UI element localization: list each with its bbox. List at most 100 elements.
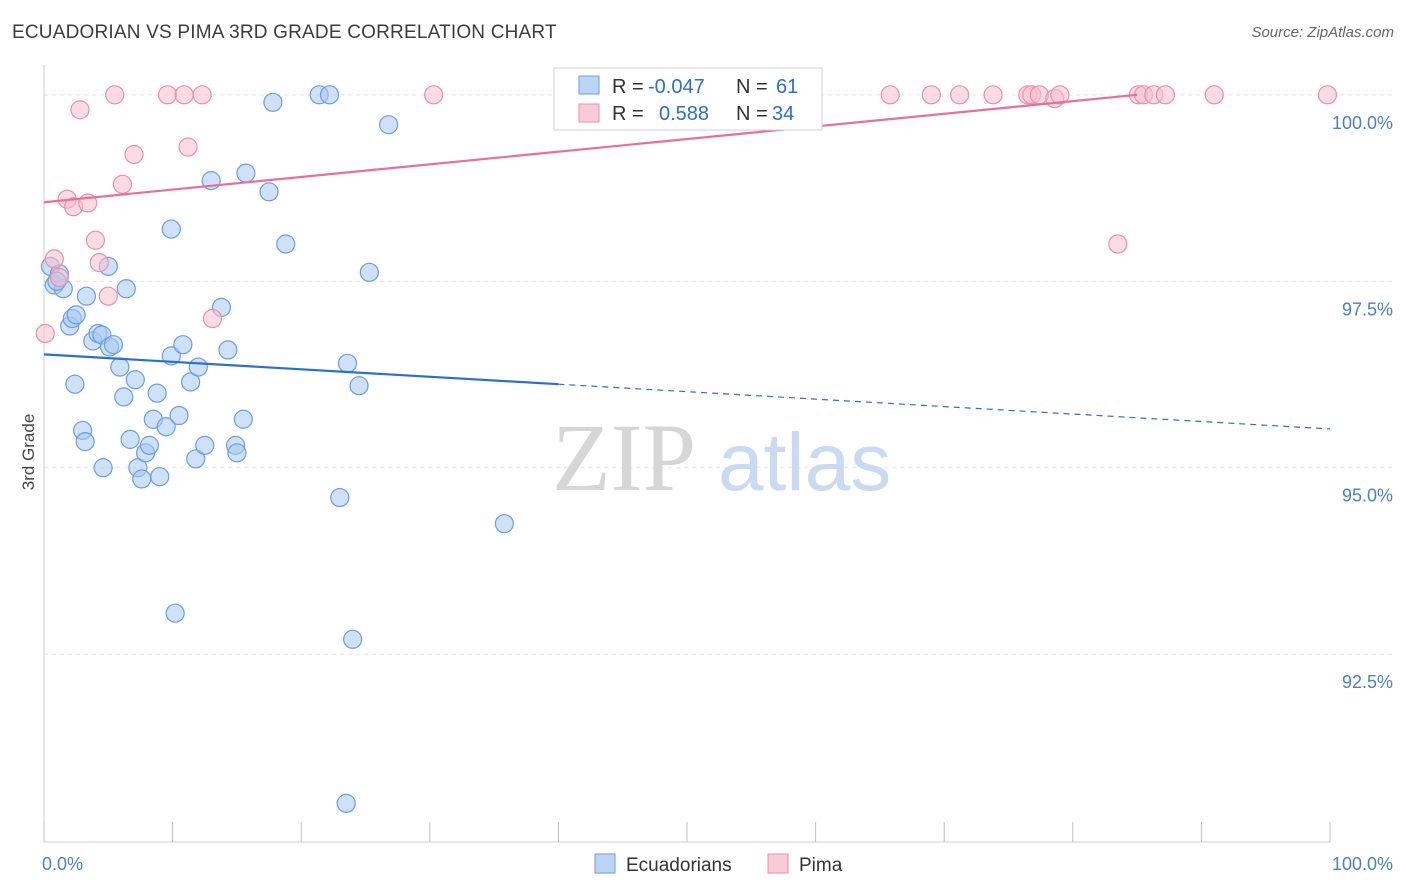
point-ecuadorians-8 bbox=[76, 286, 97, 306]
point-pima-14 bbox=[174, 85, 194, 105]
point-ecuadorians-32 bbox=[165, 603, 185, 623]
point-pima-34 bbox=[1317, 85, 1338, 105]
point-ecuadorians-20 bbox=[116, 279, 136, 299]
trend-line-pima bbox=[43, 93, 1138, 204]
legend-label-ecuadorians: Ecuadorians bbox=[626, 855, 732, 876]
trend-line-ecuadorians bbox=[43, 353, 559, 386]
point-pima-1 bbox=[44, 249, 64, 269]
point-ecuadorians-10 bbox=[75, 432, 95, 452]
point-ecuadorians-49 bbox=[319, 85, 340, 105]
point-pima-8 bbox=[89, 253, 109, 273]
point-pima-11 bbox=[112, 174, 133, 194]
stats-r-label-1: R = bbox=[612, 76, 644, 98]
point-ecuadorians-38 bbox=[195, 435, 215, 455]
point-ecuadorians-30 bbox=[156, 417, 176, 437]
point-ecuadorians-15 bbox=[103, 335, 124, 355]
point-pima-27 bbox=[1050, 85, 1070, 105]
legend-swatch-pima bbox=[767, 853, 789, 874]
point-pima-5 bbox=[70, 100, 90, 120]
point-pima-33 bbox=[1204, 85, 1224, 105]
point-ecuadorians-29 bbox=[150, 467, 170, 487]
point-ecuadorians-57 bbox=[494, 514, 514, 534]
point-ecuadorians-37 bbox=[188, 357, 208, 377]
point-ecuadorians-16 bbox=[93, 458, 113, 478]
point-ecuadorians-44 bbox=[233, 409, 253, 429]
stats-n-label-1: N = bbox=[736, 76, 768, 98]
chart-title: ECUADORIAN VS PIMA 3RD GRADE CORRELATION… bbox=[12, 22, 557, 43]
point-pima-7 bbox=[85, 230, 106, 250]
point-pima-10 bbox=[105, 85, 125, 105]
point-pima-17 bbox=[202, 308, 223, 329]
stats-swatch-ecuadorians bbox=[578, 75, 600, 95]
point-ecuadorians-43 bbox=[227, 443, 247, 463]
stats-r-label-2: R = bbox=[612, 103, 644, 125]
point-pima-15 bbox=[178, 137, 198, 157]
point-ecuadorians-18 bbox=[110, 357, 130, 377]
y-tick-label-0: 92.5% bbox=[1342, 672, 1393, 692]
point-pima-19 bbox=[880, 85, 900, 105]
point-ecuadorians-19 bbox=[114, 387, 134, 407]
point-ecuadorians-46 bbox=[263, 92, 283, 112]
point-ecuadorians-28 bbox=[147, 383, 167, 403]
y-tick-label-3: 100.0% bbox=[1332, 113, 1393, 133]
point-ecuadorians-33 bbox=[169, 405, 189, 426]
point-ecuadorians-45 bbox=[236, 163, 256, 183]
point-pima-20 bbox=[921, 85, 941, 105]
stats-r-value-1: -0.047 bbox=[648, 76, 705, 98]
point-pima-2 bbox=[49, 267, 70, 288]
point-pima-18 bbox=[424, 85, 444, 105]
watermark-zip: ZIP bbox=[552, 404, 696, 511]
stats-r-value-2: 0.588 bbox=[659, 103, 709, 125]
point-ecuadorians-31 bbox=[161, 346, 181, 366]
axes bbox=[43, 65, 1331, 843]
source-label: Source: ZipAtlas.com bbox=[1251, 24, 1394, 41]
point-ecuadorians-34 bbox=[173, 335, 193, 355]
point-pima-0 bbox=[35, 323, 55, 344]
stats-n-value-2: 34 bbox=[772, 103, 794, 125]
stats-legend: R = -0.047 N = 61 R = 0.588 N = 34 bbox=[553, 67, 823, 131]
point-pima-32 bbox=[1155, 85, 1175, 105]
point-ecuadorians-22 bbox=[125, 370, 145, 390]
point-ecuadorians-35 bbox=[181, 372, 201, 392]
point-pima-16 bbox=[192, 85, 212, 105]
point-pima-9 bbox=[98, 286, 118, 306]
point-ecuadorians-24 bbox=[132, 469, 152, 489]
stats-n-value-1: 61 bbox=[776, 76, 798, 98]
point-ecuadorians-7 bbox=[65, 374, 85, 394]
point-ecuadorians-53 bbox=[343, 629, 363, 649]
series-legend: Ecuadorians Pima bbox=[594, 853, 843, 876]
legend-label-pima: Pima bbox=[799, 855, 843, 876]
x-tick-label-max: 100.0% bbox=[1332, 854, 1393, 874]
point-ecuadorians-47 bbox=[276, 234, 296, 254]
point-ecuadorians-50 bbox=[330, 487, 350, 508]
point-pima-28 bbox=[1108, 234, 1128, 254]
point-ecuadorians-54 bbox=[349, 376, 369, 396]
point-ecuadorians-26 bbox=[139, 435, 160, 455]
point-pima-12 bbox=[124, 144, 144, 165]
point-ecuadorians-59 bbox=[259, 182, 279, 202]
point-pima-21 bbox=[950, 85, 970, 105]
trend-lines bbox=[43, 93, 1331, 430]
point-ecuadorians-56 bbox=[379, 115, 399, 135]
point-ecuadorians-52 bbox=[337, 353, 358, 373]
point-pima-13 bbox=[157, 85, 178, 105]
y-tick-label-1: 95.0% bbox=[1342, 486, 1393, 506]
legend-swatch-ecuadorians bbox=[594, 853, 616, 874]
point-ecuadorians-41 bbox=[218, 340, 238, 360]
point-pima-22 bbox=[983, 85, 1003, 105]
point-ecuadorians-58 bbox=[161, 219, 181, 239]
point-ecuadorians-21 bbox=[120, 429, 140, 449]
x-tick-label-min: 0.0% bbox=[42, 854, 83, 874]
point-ecuadorians-55 bbox=[359, 262, 379, 282]
point-ecuadorians-36 bbox=[186, 449, 206, 469]
y-tick-labels: 92.5% 95.0% 97.5% 100.0% bbox=[1332, 113, 1393, 692]
stats-n-label-2: N = bbox=[736, 103, 768, 125]
y-axis-label: 3rd Grade bbox=[19, 414, 38, 491]
watermark-atlas: atlas bbox=[718, 417, 891, 508]
stats-swatch-pima bbox=[578, 103, 600, 123]
point-ecuadorians-6 bbox=[66, 305, 86, 325]
point-ecuadorians-51 bbox=[336, 793, 356, 813]
trend-line-dashed-ecuadorians bbox=[558, 383, 1331, 430]
y-tick-label-2: 97.5% bbox=[1342, 299, 1393, 319]
